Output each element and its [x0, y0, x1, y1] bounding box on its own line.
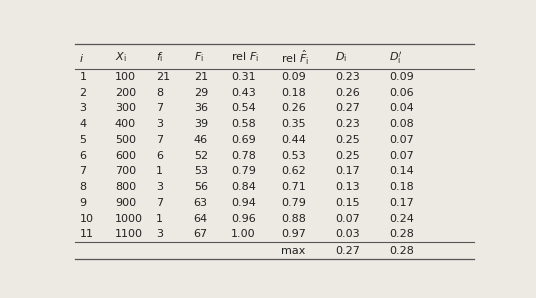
- Text: $f_{\mathrm{i}}$: $f_{\mathrm{i}}$: [157, 51, 163, 64]
- Text: 11: 11: [79, 229, 93, 239]
- Text: 0.26: 0.26: [281, 103, 306, 114]
- Text: 56: 56: [193, 182, 207, 192]
- Text: 0.04: 0.04: [389, 103, 414, 114]
- Text: 0.53: 0.53: [281, 151, 306, 161]
- Text: 1: 1: [157, 166, 163, 176]
- Text: 0.94: 0.94: [231, 198, 256, 208]
- Text: 0.62: 0.62: [281, 166, 306, 176]
- Text: 4: 4: [79, 119, 87, 129]
- Text: 200: 200: [115, 88, 136, 98]
- Text: 0.14: 0.14: [389, 166, 414, 176]
- Text: 0.58: 0.58: [231, 119, 256, 129]
- Text: 36: 36: [193, 103, 207, 114]
- Text: 3: 3: [157, 119, 163, 129]
- Text: 0.24: 0.24: [389, 214, 414, 224]
- Text: 29: 29: [193, 88, 208, 98]
- Text: 0.78: 0.78: [231, 151, 256, 161]
- Text: 100: 100: [115, 72, 136, 82]
- Text: $X_{\mathrm{i}}$: $X_{\mathrm{i}}$: [115, 51, 126, 64]
- Text: 21: 21: [193, 72, 208, 82]
- Text: 6: 6: [157, 151, 163, 161]
- Text: 800: 800: [115, 182, 136, 192]
- Text: 0.26: 0.26: [335, 88, 360, 98]
- Text: 0.28: 0.28: [389, 246, 414, 256]
- Text: 21: 21: [157, 72, 170, 82]
- Text: 700: 700: [115, 166, 136, 176]
- Text: max: max: [281, 246, 306, 256]
- Text: 0.17: 0.17: [335, 166, 360, 176]
- Text: 0.25: 0.25: [335, 135, 360, 145]
- Text: 1: 1: [79, 72, 86, 82]
- Text: 0.84: 0.84: [231, 182, 256, 192]
- Text: 1: 1: [157, 214, 163, 224]
- Text: 53: 53: [193, 166, 207, 176]
- Text: $i$: $i$: [79, 52, 85, 63]
- Text: 0.07: 0.07: [335, 214, 360, 224]
- Text: 67: 67: [193, 229, 208, 239]
- Text: 0.09: 0.09: [281, 72, 306, 82]
- Text: 0.96: 0.96: [231, 214, 256, 224]
- Text: 0.54: 0.54: [231, 103, 256, 114]
- Text: 5: 5: [79, 135, 86, 145]
- Text: 0.03: 0.03: [335, 229, 360, 239]
- Text: 46: 46: [193, 135, 208, 145]
- Text: 10: 10: [79, 214, 93, 224]
- Text: 400: 400: [115, 119, 136, 129]
- Text: 64: 64: [193, 214, 208, 224]
- Text: 1.00: 1.00: [231, 229, 256, 239]
- Text: 7: 7: [157, 135, 163, 145]
- Text: 0.35: 0.35: [281, 119, 306, 129]
- Text: 0.28: 0.28: [389, 229, 414, 239]
- Text: 0.88: 0.88: [281, 214, 306, 224]
- Text: 0.44: 0.44: [281, 135, 306, 145]
- Text: 8: 8: [157, 88, 163, 98]
- Text: 0.18: 0.18: [281, 88, 306, 98]
- Text: rel $F_{\mathrm{i}}$: rel $F_{\mathrm{i}}$: [231, 51, 259, 64]
- Text: 0.08: 0.08: [389, 119, 414, 129]
- Text: 2: 2: [79, 88, 87, 98]
- Text: 500: 500: [115, 135, 136, 145]
- Text: 7: 7: [157, 198, 163, 208]
- Text: 0.79: 0.79: [281, 198, 306, 208]
- Text: 0.07: 0.07: [389, 151, 414, 161]
- Text: 7: 7: [157, 103, 163, 114]
- Text: 63: 63: [193, 198, 207, 208]
- Text: rel $\hat{F}_{\mathrm{i}}$: rel $\hat{F}_{\mathrm{i}}$: [281, 49, 309, 67]
- Text: 1000: 1000: [115, 214, 143, 224]
- Text: 0.69: 0.69: [231, 135, 256, 145]
- Text: 1100: 1100: [115, 229, 143, 239]
- Text: $D_{\mathrm{i}}$: $D_{\mathrm{i}}$: [335, 51, 347, 64]
- Text: 3: 3: [157, 182, 163, 192]
- Text: 0.27: 0.27: [335, 103, 360, 114]
- Text: 9: 9: [79, 198, 87, 208]
- Text: 0.13: 0.13: [335, 182, 360, 192]
- Text: 6: 6: [79, 151, 86, 161]
- Text: 0.31: 0.31: [231, 72, 256, 82]
- Text: 600: 600: [115, 151, 136, 161]
- Text: 0.17: 0.17: [389, 198, 414, 208]
- Text: 39: 39: [193, 119, 208, 129]
- Text: 0.18: 0.18: [389, 182, 414, 192]
- Text: 0.23: 0.23: [335, 72, 360, 82]
- Text: 0.71: 0.71: [281, 182, 306, 192]
- Text: 0.23: 0.23: [335, 119, 360, 129]
- Text: 0.15: 0.15: [335, 198, 360, 208]
- Text: 0.97: 0.97: [281, 229, 306, 239]
- Text: 0.07: 0.07: [389, 135, 414, 145]
- Text: $F_{\mathrm{i}}$: $F_{\mathrm{i}}$: [193, 51, 204, 64]
- Text: 0.79: 0.79: [231, 166, 256, 176]
- Text: 0.25: 0.25: [335, 151, 360, 161]
- Text: 0.06: 0.06: [389, 88, 414, 98]
- Text: 0.27: 0.27: [335, 246, 360, 256]
- Text: 3: 3: [79, 103, 86, 114]
- Text: 0.09: 0.09: [389, 72, 414, 82]
- Text: $D^{\prime}_{\mathrm{i}}$: $D^{\prime}_{\mathrm{i}}$: [389, 49, 403, 66]
- Text: 52: 52: [193, 151, 208, 161]
- Text: 0.43: 0.43: [231, 88, 256, 98]
- Text: 7: 7: [79, 166, 87, 176]
- Text: 300: 300: [115, 103, 136, 114]
- Text: 8: 8: [79, 182, 87, 192]
- Text: 900: 900: [115, 198, 136, 208]
- Text: 3: 3: [157, 229, 163, 239]
